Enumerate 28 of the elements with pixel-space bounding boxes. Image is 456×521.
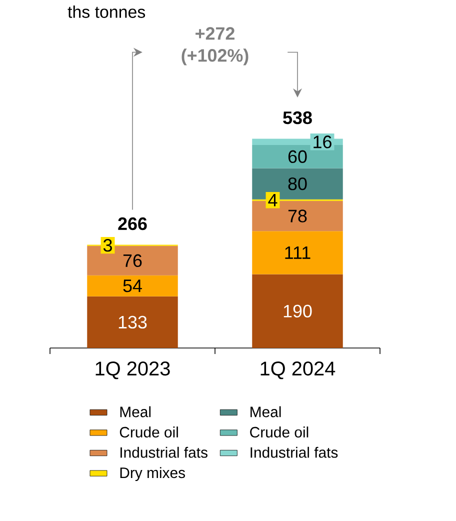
legend-label: Industrial fats bbox=[250, 446, 338, 458]
legend-label: Meal bbox=[250, 406, 281, 418]
total-label: 266 bbox=[118, 217, 147, 230]
bar bbox=[87, 275, 178, 296]
legend-label: Meal bbox=[120, 406, 151, 418]
legend-label: Dry mixes bbox=[120, 467, 185, 482]
data-label: 78 bbox=[288, 210, 307, 222]
bar bbox=[252, 274, 343, 348]
legend-label: Crude oil bbox=[250, 426, 308, 438]
data-label: 16 bbox=[314, 136, 332, 148]
data-label: 80 bbox=[288, 177, 307, 190]
text: +272 (+102%) bbox=[182, 27, 248, 66]
total-label: 538 bbox=[283, 111, 312, 124]
legend-label: Crude oil bbox=[120, 426, 178, 438]
bar bbox=[252, 231, 343, 274]
data-label: 133 bbox=[118, 316, 147, 329]
data-label: 3 bbox=[103, 238, 112, 252]
x-tick-label: 1Q 2023 bbox=[96, 361, 170, 380]
bar bbox=[87, 296, 178, 348]
x-tick-label: 1Q 2024 bbox=[260, 361, 336, 380]
data-label: 4 bbox=[268, 194, 278, 206]
data-label: 190 bbox=[284, 304, 312, 318]
data-label: 54 bbox=[123, 280, 142, 292]
data-label: 111 bbox=[285, 246, 310, 259]
data-label: 60 bbox=[288, 150, 307, 163]
chart-title: ths tonnes bbox=[68, 6, 146, 18]
data-label: 76 bbox=[123, 254, 142, 268]
legend-label: Industrial fats bbox=[120, 446, 208, 458]
